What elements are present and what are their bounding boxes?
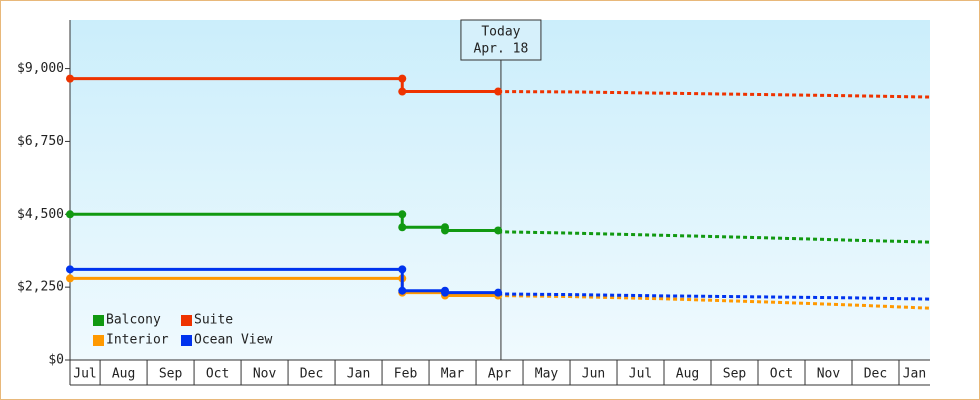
point (441, 226, 450, 235)
point (398, 74, 407, 83)
x-tick-label: Aug (676, 367, 699, 382)
today-box (460, 19, 542, 61)
x-tick-label: Jan (347, 367, 370, 382)
legend-swatch (93, 335, 104, 346)
forecast-line (498, 292, 931, 301)
x-tick-label: Jun (582, 367, 605, 382)
x-tick-label: Feb (394, 367, 418, 382)
x-tick-label: Nov (253, 367, 277, 382)
y-tick-label: $2,250 (17, 280, 64, 295)
y-tick-label: $4,500 (17, 207, 64, 222)
history-line (70, 77, 499, 94)
x-tick-label: Apr (488, 367, 512, 382)
point (398, 210, 407, 219)
point (66, 210, 74, 219)
x-tick-label: Mar (441, 367, 465, 382)
legend-label: Ocean View (194, 333, 272, 348)
x-tick-label: Jul (629, 367, 652, 382)
plot-area (70, 20, 930, 360)
x-tick-label: Aug (112, 367, 135, 382)
x-tick-label: Sep (723, 367, 747, 382)
x-tick-label: Nov (817, 367, 841, 382)
point (494, 226, 503, 235)
today-label: Apr. 18 (474, 42, 529, 57)
y-tick-label: $9,000 (17, 61, 64, 76)
point (398, 286, 407, 295)
legend-label: Suite (194, 313, 233, 328)
x-tick-label: Jul (73, 367, 96, 382)
legend-label: Balcony (106, 313, 161, 328)
history-line (70, 267, 499, 295)
x-tick-label: Dec (300, 367, 323, 382)
x-tick-label: Jan (903, 367, 926, 382)
x-tick-label: Oct (770, 367, 793, 382)
legend-swatch (181, 335, 192, 346)
forecast-line (498, 90, 931, 99)
y-tick-label: $0 (48, 353, 64, 368)
legend-swatch (181, 315, 192, 326)
point (494, 87, 503, 96)
history-line (70, 276, 499, 298)
legend-label: Interior (106, 333, 169, 348)
point (66, 74, 74, 83)
point (398, 223, 407, 232)
x-tick-label: Oct (206, 367, 229, 382)
x-tick-label: Sep (159, 367, 183, 382)
point (398, 87, 407, 96)
point (66, 274, 74, 283)
y-tick-label: $6,750 (17, 134, 64, 149)
today-label: Today (481, 25, 520, 40)
forecast-line (498, 294, 931, 310)
point (494, 288, 503, 297)
x-tick-label: May (535, 367, 559, 382)
point (441, 288, 450, 297)
forecast-line (498, 230, 931, 244)
history-line (70, 212, 499, 232)
legend-swatch (93, 315, 104, 326)
point (398, 265, 407, 274)
point (66, 265, 74, 274)
x-tick-label: Dec (864, 367, 887, 382)
